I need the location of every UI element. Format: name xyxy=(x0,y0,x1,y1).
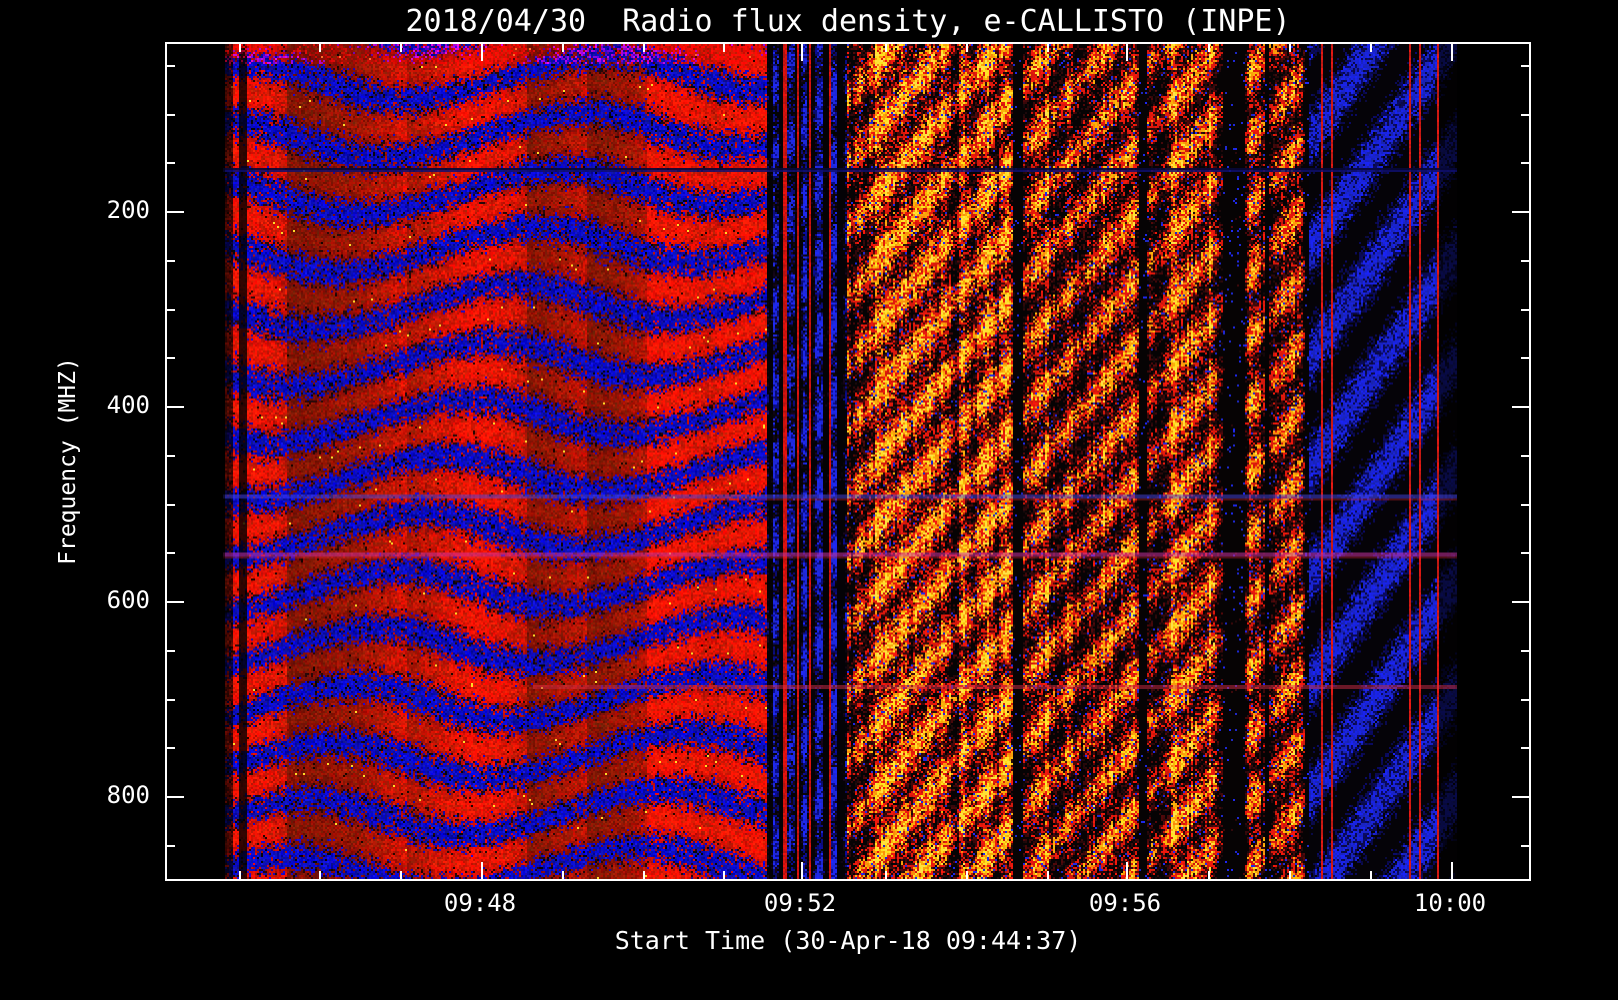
x-minor-tick xyxy=(643,871,645,879)
x-tick-label-1000: 10:00 xyxy=(1413,889,1487,917)
y-minor-tick xyxy=(167,357,175,359)
x-minor-tick xyxy=(1370,871,1372,879)
x-major-tick xyxy=(481,862,483,879)
y-major-tick xyxy=(1512,406,1529,408)
y-minor-tick xyxy=(1521,504,1529,506)
y-minor-tick xyxy=(1521,309,1529,311)
y-tick-label-800: 800 xyxy=(106,781,150,809)
x-minor-tick xyxy=(966,44,968,52)
x-minor-tick xyxy=(239,44,241,52)
y-major-tick xyxy=(1512,601,1529,603)
x-major-tick xyxy=(1126,44,1128,61)
y-minor-tick xyxy=(167,504,175,506)
x-minor-tick xyxy=(723,44,725,52)
y-minor-tick xyxy=(167,699,175,701)
x-minor-tick xyxy=(966,871,968,879)
y-minor-tick xyxy=(167,162,175,164)
x-minor-tick xyxy=(1289,871,1291,879)
y-minor-tick xyxy=(1521,845,1529,847)
x-minor-tick xyxy=(400,44,402,52)
x-major-tick xyxy=(1451,862,1453,879)
y-minor-tick xyxy=(1521,357,1529,359)
x-minor-tick xyxy=(1370,44,1372,52)
y-minor-tick xyxy=(167,309,175,311)
y-minor-tick xyxy=(167,455,175,457)
y-tick-label-400: 400 xyxy=(106,391,150,419)
x-minor-tick xyxy=(885,871,887,879)
y-major-tick xyxy=(1512,211,1529,213)
y-major-tick xyxy=(167,796,184,798)
x-minor-tick xyxy=(239,871,241,879)
x-minor-tick xyxy=(1047,871,1049,879)
spectrogram-canvas xyxy=(167,44,1529,879)
y-minor-tick xyxy=(1521,114,1529,116)
x-major-tick xyxy=(1451,44,1453,61)
y-minor-tick xyxy=(1521,747,1529,749)
x-minor-tick xyxy=(562,44,564,52)
x-major-tick xyxy=(801,862,803,879)
y-minor-tick xyxy=(1521,552,1529,554)
x-minor-tick xyxy=(1208,44,1210,52)
x-minor-tick xyxy=(643,44,645,52)
x-minor-tick xyxy=(1208,871,1210,879)
y-major-tick xyxy=(167,406,184,408)
y-minor-tick xyxy=(1521,650,1529,652)
x-minor-tick xyxy=(400,871,402,879)
y-minor-tick xyxy=(167,845,175,847)
y-minor-tick xyxy=(1521,260,1529,262)
y-tick-label-200: 200 xyxy=(106,196,150,224)
y-tick-label-600: 600 xyxy=(106,586,150,614)
x-major-tick xyxy=(801,44,803,61)
x-axis-title: Start Time (30-Apr-18 09:44:37) xyxy=(614,926,1082,955)
y-minor-tick xyxy=(167,260,175,262)
x-minor-tick xyxy=(1047,44,1049,52)
y-minor-tick xyxy=(167,552,175,554)
x-major-tick xyxy=(1126,862,1128,879)
x-minor-tick xyxy=(723,871,725,879)
y-major-tick xyxy=(167,601,184,603)
chart-title: 2018/04/30 Radio flux density, e-CALLIST… xyxy=(405,4,1291,39)
y-major-tick xyxy=(167,211,184,213)
y-minor-tick xyxy=(1521,65,1529,67)
y-minor-tick xyxy=(1521,455,1529,457)
x-tick-label-0952: 09:52 xyxy=(763,889,837,917)
x-tick-label-0948: 09:48 xyxy=(443,889,517,917)
x-minor-tick xyxy=(319,44,321,52)
y-minor-tick xyxy=(167,650,175,652)
x-major-tick xyxy=(481,44,483,61)
x-minor-tick xyxy=(1289,44,1291,52)
y-minor-tick xyxy=(167,747,175,749)
plot-frame xyxy=(165,42,1531,881)
y-minor-tick xyxy=(1521,699,1529,701)
x-minor-tick xyxy=(319,871,321,879)
y-major-tick xyxy=(1512,796,1529,798)
y-minor-tick xyxy=(167,65,175,67)
x-tick-label-0956: 09:56 xyxy=(1088,889,1162,917)
y-minor-tick xyxy=(167,114,175,116)
x-minor-tick xyxy=(562,871,564,879)
x-minor-tick xyxy=(885,44,887,52)
y-minor-tick xyxy=(1521,162,1529,164)
y-axis-title: Frequency (MHZ) xyxy=(55,357,81,565)
